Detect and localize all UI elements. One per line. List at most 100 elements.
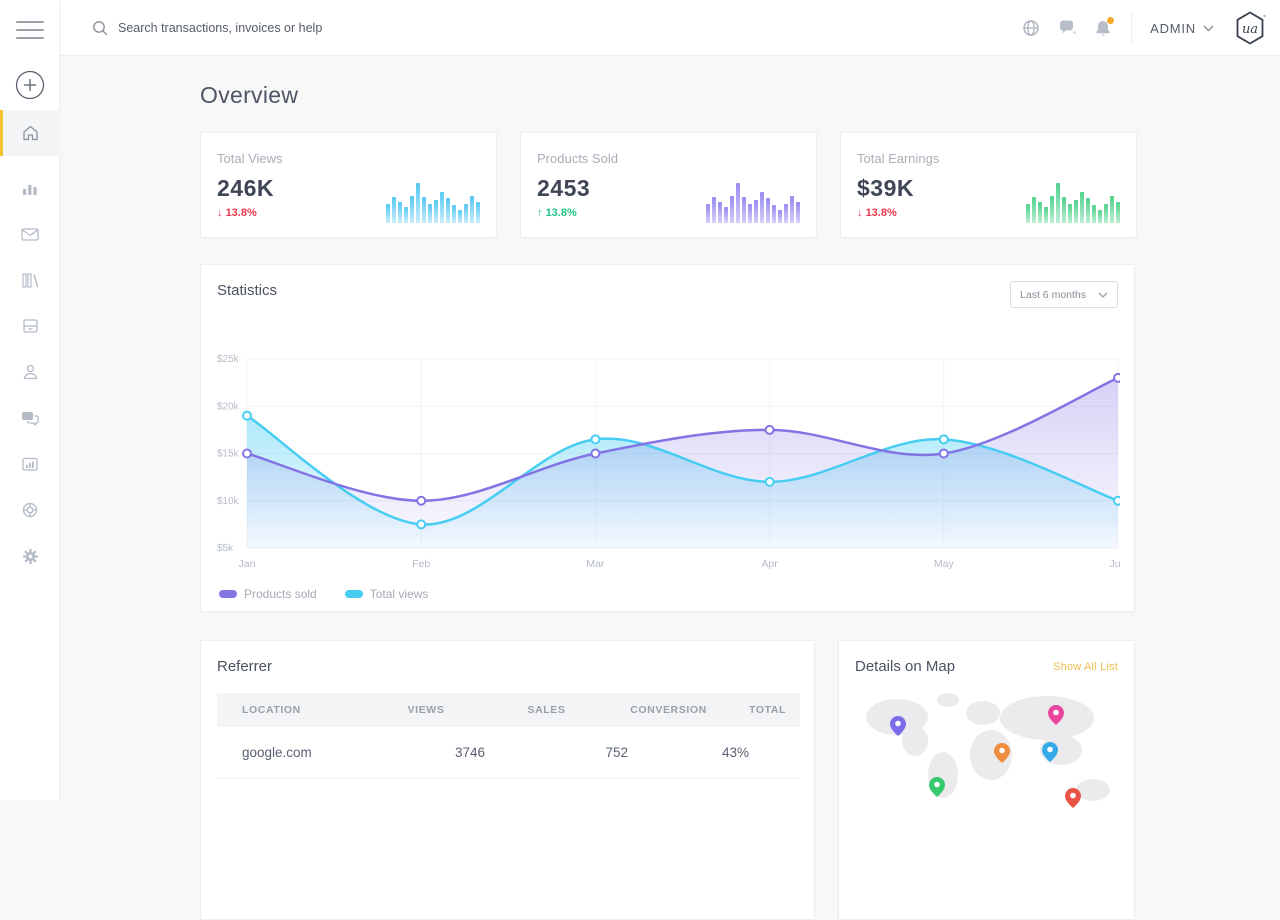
column-header-conversion: CONVERSION: [628, 704, 749, 716]
statistics-area-chart: $25k$20k$15k$10k$5kJanFebMarAprMayJun: [217, 339, 1120, 579]
topbar-divider: [1131, 11, 1132, 45]
add-new-button[interactable]: [15, 70, 45, 100]
stat-card-row: Total Views 246K ↓ 13.8% Products Sold 2…: [200, 132, 1137, 238]
stat-card-products-sold: Products Sold 2453 ↑ 13.8%: [520, 132, 817, 238]
referrer-title: Referrer: [217, 658, 272, 675]
sidebar-item-mail[interactable]: [0, 211, 60, 257]
cell-conversion: 43%: [628, 745, 749, 760]
sidebar-item-settings[interactable]: [0, 533, 60, 579]
column-header-sales: SALES: [485, 704, 628, 716]
mini-bar-chart: [706, 181, 800, 223]
active-indicator: [0, 110, 3, 156]
legend-swatch: [219, 590, 237, 598]
referrer-card: Referrer LOCATION VIEWS SALES CONVERSION…: [200, 640, 815, 920]
chevron-down-icon: [1203, 25, 1214, 32]
svg-text:$10k: $10k: [217, 496, 240, 507]
map-pin-russia[interactable]: [1048, 705, 1064, 725]
legend-total-views: Total views: [345, 587, 429, 601]
svg-text:Jan: Jan: [239, 558, 256, 570]
chevron-down-icon: [1098, 292, 1108, 298]
envelope-icon: [21, 228, 39, 241]
admin-label: ADMIN: [1150, 21, 1196, 36]
svg-text:Jun: Jun: [1110, 558, 1120, 570]
map-pin-central-asia[interactable]: [1042, 742, 1058, 762]
stat-label: Total Earnings: [857, 151, 939, 166]
plus-icon: [15, 70, 45, 100]
globe-icon[interactable]: [1013, 10, 1049, 46]
stat-card-total-earnings: Total Earnings $39K ↓ 13.8%: [840, 132, 1137, 238]
statistics-title: Statistics: [217, 282, 277, 299]
stat-change: ↓ 13.8%: [217, 207, 257, 219]
date-range-value: Last 6 months: [1020, 289, 1086, 301]
stat-card-total-views: Total Views 246K ↓ 13.8%: [200, 132, 497, 238]
sidebar-item-analytics[interactable]: [0, 165, 60, 211]
cell-views: 3746: [367, 745, 485, 760]
hamburger-menu-icon[interactable]: [16, 21, 44, 39]
main-content: Overview Total Views 246K ↓ 13.8% Produc…: [60, 56, 1280, 800]
search-icon: [92, 20, 108, 36]
legend-swatch: [345, 590, 363, 598]
admin-menu[interactable]: ADMIN: [1150, 21, 1214, 36]
sidebar-item-reports[interactable]: [0, 441, 60, 487]
cell-sales: 752: [485, 745, 628, 760]
show-all-list-link[interactable]: Show All List: [1053, 661, 1118, 673]
sidebar-item-home[interactable]: [0, 110, 60, 156]
referrer-table: LOCATION VIEWS SALES CONVERSION TOTAL go…: [217, 693, 800, 779]
gear-icon: [22, 548, 39, 565]
column-header-views: VIEWS: [367, 704, 485, 716]
map-pin-europe[interactable]: [994, 743, 1010, 763]
down-arrow-icon: ↓: [217, 207, 223, 219]
lifebuoy-icon: [22, 502, 38, 518]
column-header-total: TOTAL: [749, 704, 800, 716]
statistics-card: Statistics Last 6 months $25k$20k$15k$10…: [200, 264, 1135, 612]
sidebar: [0, 0, 60, 800]
chart-legend: Products sold Total views: [219, 587, 428, 601]
stat-change: ↓ 13.8%: [857, 207, 897, 219]
map-title: Details on Map: [855, 658, 955, 675]
table-header: LOCATION VIEWS SALES CONVERSION TOTAL: [217, 693, 800, 727]
svg-text:Mar: Mar: [586, 558, 605, 570]
date-range-select[interactable]: Last 6 months: [1010, 281, 1118, 308]
stat-value: 246K: [217, 175, 274, 202]
map-pin-south-america[interactable]: [929, 777, 945, 797]
table-row[interactable]: google.com 3746 752 43%: [217, 727, 800, 779]
search-bar: [92, 0, 438, 56]
svg-text:May: May: [934, 558, 955, 570]
svg-text:$15k: $15k: [217, 449, 240, 460]
world-map: [855, 689, 1120, 909]
stat-value: 2453: [537, 175, 590, 202]
chat-icon[interactable]: [1049, 10, 1085, 46]
sidebar-item-chat[interactable]: [0, 395, 60, 441]
sidebar-item-support[interactable]: [0, 487, 60, 533]
sidebar-item-archive[interactable]: [0, 303, 60, 349]
map-pin-south-east-asia[interactable]: [1065, 788, 1081, 808]
page-title: Overview: [200, 82, 298, 109]
legend-products-sold: Products sold: [219, 587, 317, 601]
chat-bubbles-icon: [21, 411, 39, 426]
bell-icon[interactable]: [1085, 10, 1121, 46]
stat-change: ↑ 13.8%: [537, 207, 577, 219]
bar-chart-icon: [22, 181, 38, 196]
svg-text:$25k: $25k: [217, 354, 240, 365]
down-arrow-icon: ↓: [857, 207, 863, 219]
stat-value: $39K: [857, 175, 914, 202]
mini-bar-chart: [386, 181, 480, 223]
archive-icon: [23, 319, 38, 333]
map-pin-north-america[interactable]: [890, 716, 906, 736]
search-input[interactable]: [118, 21, 438, 35]
sidebar-item-customers[interactable]: [0, 349, 60, 395]
top-bar: ADMIN ua: [0, 0, 1280, 56]
notification-dot: [1107, 17, 1114, 24]
stat-label: Total Views: [217, 151, 283, 166]
brand-logo[interactable]: ua: [1232, 10, 1268, 46]
svg-text:Feb: Feb: [412, 558, 430, 570]
calendar-chart-icon: [22, 457, 38, 471]
sidebar-item-library[interactable]: [0, 257, 60, 303]
user-icon: [23, 364, 38, 380]
stat-label: Products Sold: [537, 151, 618, 166]
cell-location: google.com: [217, 745, 367, 760]
up-arrow-icon: ↑: [537, 207, 543, 219]
svg-text:$5k: $5k: [217, 543, 234, 554]
column-header-location: LOCATION: [217, 704, 367, 716]
svg-text:Apr: Apr: [761, 558, 778, 570]
